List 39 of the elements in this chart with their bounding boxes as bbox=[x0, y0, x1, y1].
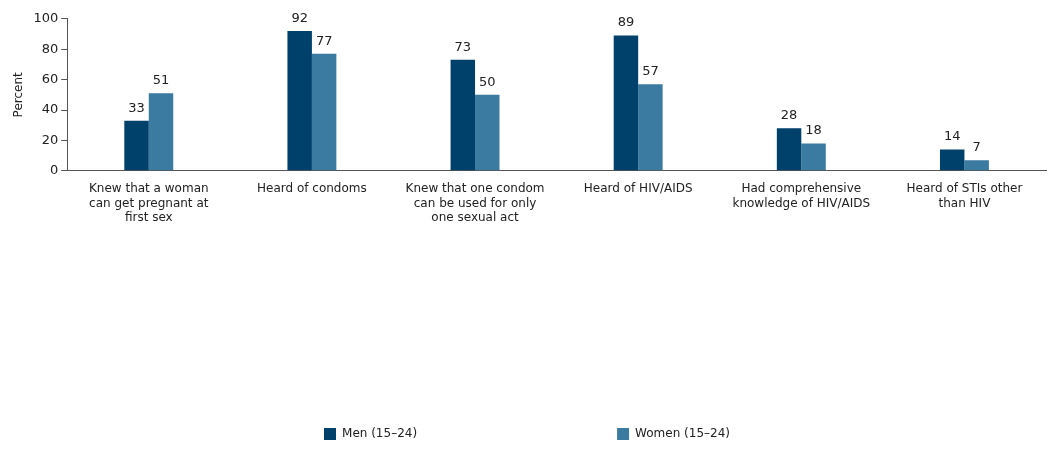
bar bbox=[613, 35, 639, 171]
y-tick-label: 60 bbox=[41, 70, 59, 86]
data-label: 28 bbox=[780, 107, 798, 123]
bar bbox=[801, 143, 826, 171]
x-tick-label: Heard of HIV/AIDS bbox=[583, 181, 693, 196]
x-tick-label: Had comprehensive knowledge of HIV/AIDS bbox=[732, 181, 871, 210]
bar bbox=[475, 94, 500, 171]
x-tick-label: Heard of condoms bbox=[257, 181, 367, 196]
bar bbox=[964, 160, 989, 171]
bar bbox=[450, 59, 476, 171]
bar bbox=[939, 149, 965, 171]
bar bbox=[311, 53, 337, 171]
data-label: 7 bbox=[972, 139, 981, 155]
legend-label: Men (15–24) bbox=[342, 426, 418, 441]
bar bbox=[638, 84, 663, 171]
data-label: 33 bbox=[128, 99, 145, 115]
y-tick-label: 100 bbox=[33, 10, 59, 26]
y-tick-label: 20 bbox=[41, 131, 59, 147]
y-tick-label: 80 bbox=[41, 40, 59, 56]
bar bbox=[776, 128, 802, 171]
x-tick-label: Knew that a woman can get pregnant at first sex bbox=[88, 181, 209, 224]
data-label: 92 bbox=[291, 9, 308, 25]
data-label: 73 bbox=[454, 38, 472, 54]
data-label: 18 bbox=[805, 122, 822, 138]
bar bbox=[148, 93, 174, 171]
bar bbox=[287, 30, 312, 171]
data-label: 77 bbox=[315, 32, 333, 48]
data-label: 89 bbox=[617, 14, 635, 30]
x-tick-label: Knew that one condom can be used for only one sexual act bbox=[405, 181, 545, 224]
data-label: 51 bbox=[152, 72, 170, 88]
data-label: 50 bbox=[479, 73, 496, 89]
y-axis-title: Percent bbox=[11, 71, 26, 118]
data-label: 57 bbox=[642, 63, 659, 79]
y-tick-label: 0 bbox=[49, 162, 59, 178]
y-tick-label: 40 bbox=[41, 101, 59, 117]
bar bbox=[124, 120, 149, 171]
data-label: 14 bbox=[943, 128, 961, 144]
legend-label: Women (15–24) bbox=[635, 426, 730, 441]
x-tick-label: Heard of STIs other than HIV bbox=[906, 181, 1023, 210]
